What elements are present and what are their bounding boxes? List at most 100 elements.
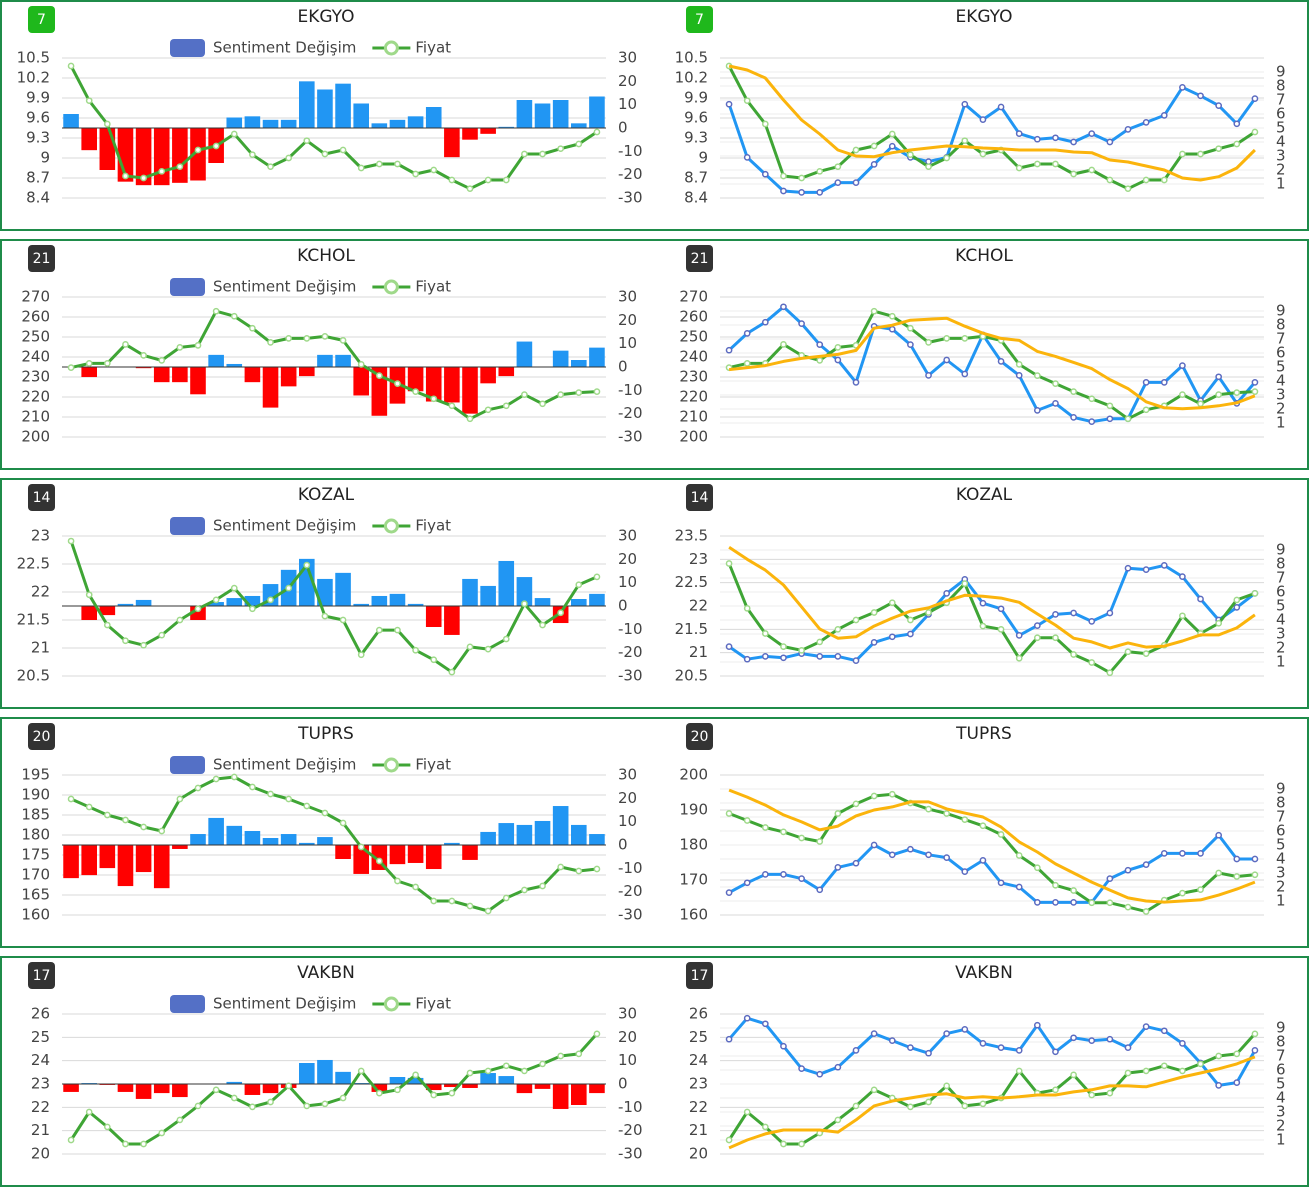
line-marker	[943, 1030, 951, 1037]
line-marker	[1215, 1082, 1223, 1089]
bar	[317, 837, 333, 845]
y2-tick-label: 8	[1276, 77, 1286, 95]
line-marker	[1215, 1052, 1223, 1060]
line-marker	[852, 1047, 860, 1054]
line-marker	[357, 164, 365, 172]
line-marker	[907, 616, 914, 624]
y2-tick-label: -30	[618, 1145, 643, 1163]
y2-tick-label: 7	[1276, 91, 1286, 109]
line-marker	[816, 886, 824, 894]
line-marker	[1233, 873, 1241, 880]
line-marker	[870, 841, 878, 849]
line-marker	[798, 1140, 805, 1148]
series-line	[728, 545, 1256, 650]
line-marker	[484, 645, 492, 653]
line-marker	[834, 810, 842, 817]
y-tick-label: 190	[679, 801, 708, 819]
y2-tick-label: 6	[1276, 583, 1286, 601]
line-marker	[1033, 372, 1041, 379]
line-marker	[230, 1094, 238, 1102]
line-marker	[339, 616, 347, 624]
bar	[262, 119, 279, 128]
line-marker	[303, 137, 311, 145]
badge-bg	[686, 245, 713, 272]
line-marker	[961, 816, 969, 823]
y-tick-label: 9.3	[26, 129, 50, 147]
line-marker	[267, 163, 274, 171]
line-marker	[725, 560, 733, 567]
line-marker	[285, 335, 293, 342]
y-tick-label: 23	[31, 1075, 50, 1093]
y2-tick-label: 8	[1276, 794, 1286, 812]
bar	[462, 367, 478, 414]
bar	[425, 606, 442, 627]
line-marker	[412, 883, 419, 891]
y2-tick-label: 20	[618, 1028, 637, 1046]
line-marker	[816, 341, 824, 348]
line-marker	[122, 816, 129, 824]
bar	[407, 845, 424, 863]
badge: 7	[695, 12, 704, 28]
line-marker	[1233, 1079, 1241, 1086]
y-tick-label: 9.9	[26, 89, 50, 107]
y2-tick-label: 2	[1276, 639, 1286, 657]
series-line	[728, 1055, 1256, 1150]
bar	[335, 845, 351, 859]
line-marker	[303, 1102, 311, 1110]
badge-bg	[28, 484, 55, 511]
line-marker	[834, 179, 842, 186]
line-marker	[743, 330, 751, 337]
bar	[172, 128, 188, 183]
line-marker	[1088, 130, 1096, 137]
line-marker	[870, 609, 878, 616]
line-marker	[780, 654, 787, 662]
line-marker	[870, 639, 878, 646]
y-tick-label: 21	[31, 1121, 50, 1139]
y2-tick-label: 7	[1276, 808, 1286, 826]
line-marker	[448, 1089, 456, 1097]
line-marker	[194, 784, 202, 792]
line-marker	[539, 400, 546, 408]
y2-tick-label: 4	[1276, 133, 1286, 151]
legend-swatch	[170, 995, 205, 1013]
bar	[571, 360, 587, 367]
badge-bg	[28, 962, 55, 989]
y2-tick-label: -30	[618, 667, 643, 685]
line-marker	[394, 1086, 401, 1094]
line-marker	[925, 163, 932, 171]
line-marker	[1142, 379, 1150, 386]
line-marker	[430, 166, 438, 174]
line-marker	[194, 342, 202, 349]
bar	[135, 1084, 152, 1099]
line-marker	[194, 146, 202, 154]
chart-title: VAKBN	[297, 963, 355, 983]
y-tick-label: 190	[21, 786, 50, 804]
line-marker	[979, 150, 987, 158]
y-tick-label: 260	[21, 308, 50, 326]
line-marker	[888, 633, 896, 641]
bar	[534, 103, 551, 128]
y-tick-label: 250	[679, 328, 708, 346]
line-marker	[834, 1116, 842, 1124]
line-marker	[249, 605, 256, 613]
y-tick-label: 210	[679, 408, 708, 426]
line-marker	[1052, 881, 1059, 889]
line-marker	[816, 638, 824, 646]
y-tick-label: 22.5	[17, 555, 50, 573]
row-frame	[0, 717, 1309, 948]
line-marker	[780, 828, 787, 836]
bar	[571, 123, 587, 128]
line-marker	[888, 599, 896, 607]
bar	[353, 103, 369, 128]
line-marker	[1251, 1030, 1259, 1038]
line-marker	[798, 320, 805, 327]
line-marker	[780, 172, 787, 180]
legend-label: Sentiment Değişim	[213, 756, 356, 774]
line-marker	[1088, 166, 1096, 174]
line-marker	[997, 625, 1005, 633]
y2-tick-label: 2	[1276, 1117, 1286, 1135]
y-tick-label: 240	[21, 348, 50, 366]
line-marker	[1106, 1035, 1114, 1043]
bar	[516, 577, 533, 606]
